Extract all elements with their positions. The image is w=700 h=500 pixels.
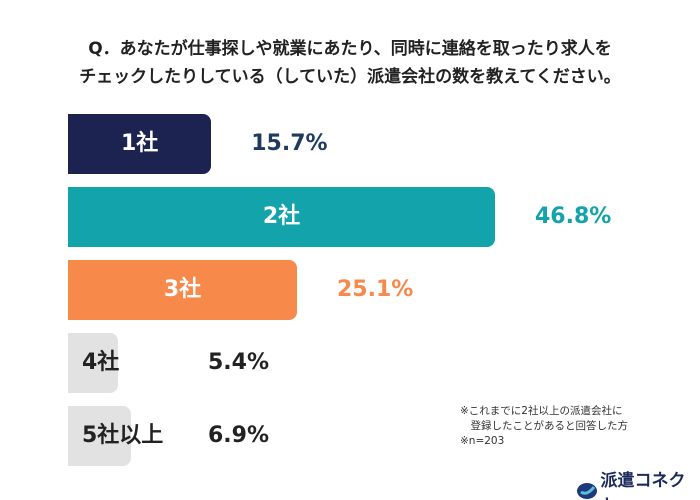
note-line-2: 登録したことがあると回答した方 — [460, 420, 628, 432]
value-label: 5.4% — [208, 350, 270, 375]
note-line-1: ※これまでに2社以上の派遣会社に — [460, 405, 623, 417]
value-label: 15.7% — [251, 131, 328, 156]
value-label: 6.9% — [208, 423, 270, 448]
logo: 派遣コネクト — [576, 466, 700, 500]
bar-label: 5社以上 — [82, 423, 164, 448]
bar-label: 2社 — [262, 204, 301, 229]
value-label: 46.8% — [535, 204, 612, 229]
bar-5 — [68, 406, 131, 466]
logo-icon — [577, 483, 597, 499]
bar-label: 1社 — [120, 131, 159, 156]
bar-label: 4社 — [82, 350, 120, 375]
bar-2 — [68, 187, 495, 247]
note-line-3: ※n=203 — [460, 435, 505, 447]
chart-title-line-2: チェックしたりしている（していた）派遣会社の数を教えてください。 — [79, 67, 621, 87]
bar-4 — [68, 333, 118, 393]
value-label: 25.1% — [337, 277, 414, 302]
chart-title-line-1: Q．あなたが仕事探しや就業にあたり、同時に連絡を取ったり求人を — [88, 39, 612, 59]
logo-text: 派遣コネクト — [600, 471, 686, 500]
bar-1 — [68, 114, 212, 174]
bar-3 — [68, 260, 297, 320]
bar-label: 3社 — [163, 277, 202, 302]
